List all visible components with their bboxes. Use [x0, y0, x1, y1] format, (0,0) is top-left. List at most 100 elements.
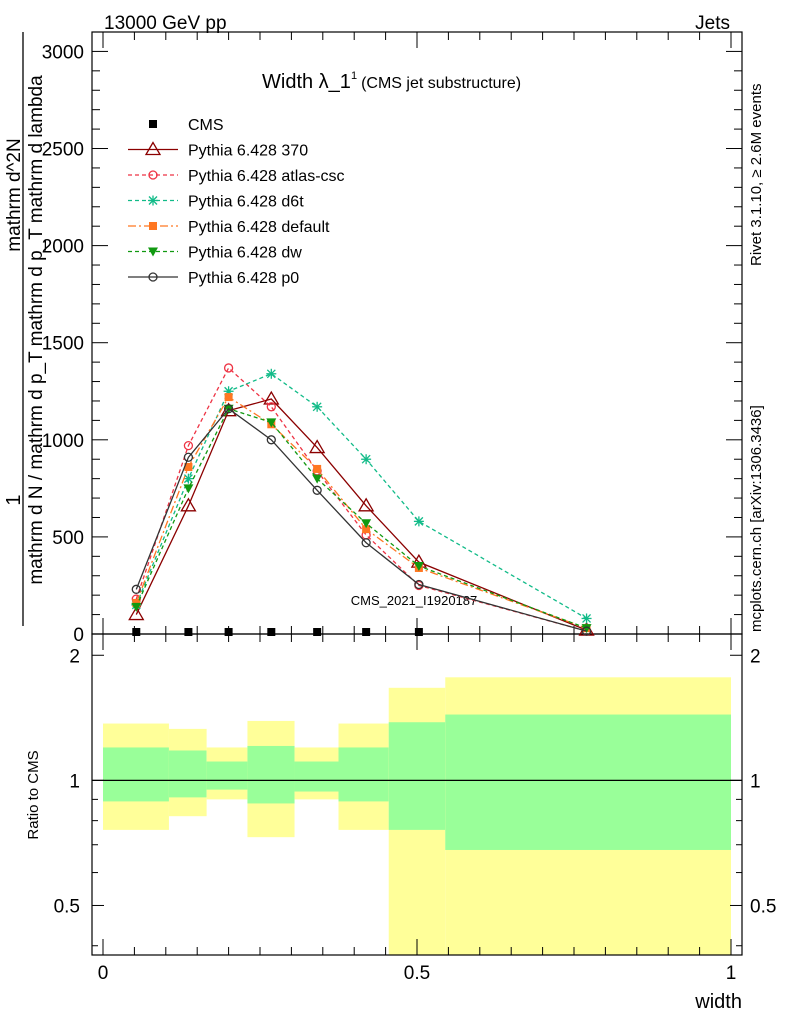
point-dw-0 — [131, 602, 142, 612]
point-p0-5 — [361, 538, 371, 548]
ratio-ytick-label-left-2: 2 — [69, 646, 80, 667]
point-default-5 — [362, 525, 371, 534]
legend-label-cms: CMS — [188, 117, 224, 134]
legend-label-default: Pythia 6.428 default — [188, 219, 330, 236]
point-default-4 — [313, 464, 322, 473]
ratio-ytick-label-right-2: 2 — [750, 646, 761, 667]
ratio-band-inner-7 — [445, 714, 731, 850]
legend-label-p0: Pythia 6.428 p0 — [188, 270, 299, 287]
point-cms-6 — [414, 628, 423, 636]
point-d6t-3-d2 — [266, 369, 276, 379]
point-d6t-6 — [413, 516, 424, 527]
point-dw-4 — [312, 474, 323, 484]
point-cms-3 — [267, 628, 276, 636]
point-p0-0 — [131, 584, 141, 594]
point-dw-1 — [183, 484, 194, 494]
legend-marker-default — [149, 222, 157, 230]
ratio-ytick-label-left-1: 1 — [69, 771, 80, 792]
header-jets: Jets — [695, 13, 730, 34]
ratio-band-inner-6 — [388, 722, 446, 830]
legend-marker-atlas — [148, 170, 158, 180]
main-ytick-label-3: 1500 — [42, 334, 84, 355]
point-d6t-7 — [581, 613, 592, 624]
point-p0-1 — [183, 452, 194, 462]
series-line-p370 — [135, 398, 587, 631]
point-cms-1 — [184, 628, 193, 636]
ratio-band-inner-5 — [338, 747, 389, 802]
ratio-ylabel: Ratio to CMS — [25, 750, 42, 839]
main-ytick-label-6: 3000 — [42, 42, 84, 63]
ratio-band-inner-4 — [294, 761, 339, 792]
main-ylabel: 1 mathrm d N / mathrm d p_T mathrm d p_T… — [3, 32, 47, 626]
series-line-dw — [135, 407, 587, 629]
legend-marker-p370 — [144, 141, 162, 156]
point-dw-6 — [413, 562, 424, 572]
ratio-ytick-label-left-0: 0.5 — [54, 896, 80, 917]
legend-label-p370: Pythia 6.428 370 — [188, 143, 308, 160]
ratio-band-inner-1 — [168, 750, 207, 798]
point-p370-5 — [358, 497, 375, 512]
point-p370-1 — [180, 497, 197, 512]
main-ylabel-num: 1 — [3, 494, 25, 505]
main-ytick-label-2: 1000 — [42, 431, 84, 452]
point-atlas-2 — [223, 363, 234, 373]
point-d6t-1 — [183, 473, 194, 484]
point-cms-0 — [132, 628, 141, 636]
header-energy: 13000 GeV pp — [104, 13, 227, 34]
legend-marker-p0 — [148, 272, 158, 282]
ratio-band-inner-0 — [103, 747, 169, 802]
point-default-2 — [224, 393, 233, 402]
main-ytick-label-1: 500 — [52, 528, 84, 549]
side-mcplots: mcplots.cern.ch [arXiv:1306.3436] — [748, 405, 765, 632]
ratio-panel: 0.5 0.5 1 1 2 2 0 0.5 1 — [54, 633, 776, 984]
point-p0-4 — [312, 485, 322, 495]
point-p370-0 — [128, 606, 145, 621]
point-p370-3 — [263, 390, 280, 405]
ratio-ytick-label-right-0: 0.5 — [750, 896, 776, 917]
point-d6t-7-d2 — [582, 614, 592, 623]
xtick-label-2: 1 — [726, 963, 737, 984]
point-p0-2 — [223, 404, 234, 414]
ratio-ytick-label-right-1: 1 — [750, 771, 761, 792]
main-panel: 0 500 1000 1500 2000 2500 3000 — [42, 31, 743, 646]
plot-title: Width λ_11 (CMS jet substructure) — [262, 70, 521, 93]
series-line-p0 — [135, 407, 587, 632]
xtick-label-0: 0 — [98, 963, 109, 984]
legend-marker-dw — [148, 247, 158, 257]
point-d6t-4-d2 — [312, 402, 322, 412]
legend-label-d6t: Pythia 6.428 d6t — [188, 194, 304, 211]
point-dw-5 — [361, 519, 372, 529]
watermark: CMS_2021_I1920187 — [351, 593, 478, 608]
xtick-label-1: 0.5 — [404, 963, 430, 984]
legend-marker-cms — [149, 120, 157, 128]
series-line-d6t — [135, 373, 587, 620]
point-d6t-1-d2 — [183, 474, 193, 484]
legend-marker-d6t-d2 — [148, 196, 158, 205]
point-d6t-3 — [266, 368, 277, 379]
main-ytick-label-5: 2500 — [42, 140, 84, 161]
point-d6t-5 — [361, 454, 372, 465]
legend-marker-d6t — [148, 195, 158, 206]
point-atlas-1 — [183, 440, 194, 451]
ratio-band-inner-3 — [247, 745, 295, 804]
point-cms-2 — [224, 628, 233, 636]
point-d6t-4 — [312, 401, 323, 412]
point-d6t-6-d2 — [414, 516, 424, 526]
point-cms-5 — [362, 628, 371, 636]
side-rivet: Rivet 3.1.10, ≥ 2.6M events — [748, 84, 765, 267]
legend-label-atlas: Pythia 6.428 atlas-csc — [188, 168, 345, 185]
x-axis-title: width — [694, 991, 742, 1013]
series-line-default — [135, 396, 587, 629]
main-ylabel-den: mathrm d N / mathrm d p_T mathrm d p_T m… — [26, 75, 47, 585]
plot-title-sub: (CMS jet substructure) — [361, 75, 521, 92]
point-d6t-5-d2 — [361, 454, 371, 464]
point-p0-6 — [414, 579, 424, 590]
point-atlas-3 — [266, 402, 276, 412]
point-p0-7 — [581, 626, 592, 636]
ratio-band-inner-2 — [206, 761, 248, 790]
main-ylabel-top: mathrm d^2N — [4, 138, 25, 251]
main-ytick-label-4: 2000 — [42, 237, 84, 258]
legend-label-dw: Pythia 6.428 dw — [188, 245, 302, 262]
point-cms-4 — [313, 628, 322, 636]
